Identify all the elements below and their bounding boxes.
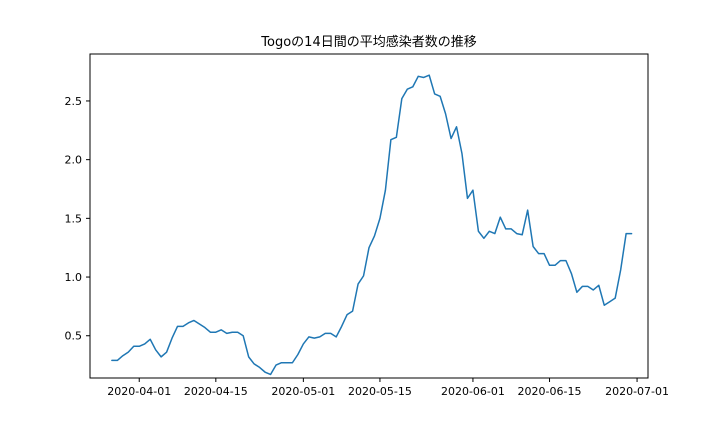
y-tick-label: 1.5 bbox=[65, 212, 83, 225]
y-tick-label: 0.5 bbox=[65, 330, 83, 343]
x-tick-label: 2020-07-01 bbox=[605, 385, 669, 398]
y-tick-label: 2.0 bbox=[65, 154, 83, 167]
x-tick-label: 2020-04-15 bbox=[184, 385, 248, 398]
y-tick-label: 2.5 bbox=[65, 95, 83, 108]
x-axis: 2020-04-01 2020-04-15 2020-05-01 2020-05-15… bbox=[107, 378, 669, 398]
series-layer bbox=[111, 74, 633, 376]
x-tick-label: 2020-06-15 bbox=[518, 385, 582, 398]
x-tick-label: 2020-06-01 bbox=[441, 385, 505, 398]
x-tick-label: 2020-05-01 bbox=[271, 385, 335, 398]
x-tick-label: 2020-04-01 bbox=[107, 385, 171, 398]
plot-area-frame bbox=[89, 53, 649, 379]
series-line bbox=[111, 74, 633, 376]
y-tick-label: 1.0 bbox=[65, 271, 83, 284]
y-axis: 0.5 1.0 1.5 2.0 2.5 bbox=[65, 95, 90, 343]
x-tick-label: 2020-05-15 bbox=[348, 385, 412, 398]
chart-title: Togoの14日間の平均感染者数の推移 bbox=[260, 34, 476, 50]
